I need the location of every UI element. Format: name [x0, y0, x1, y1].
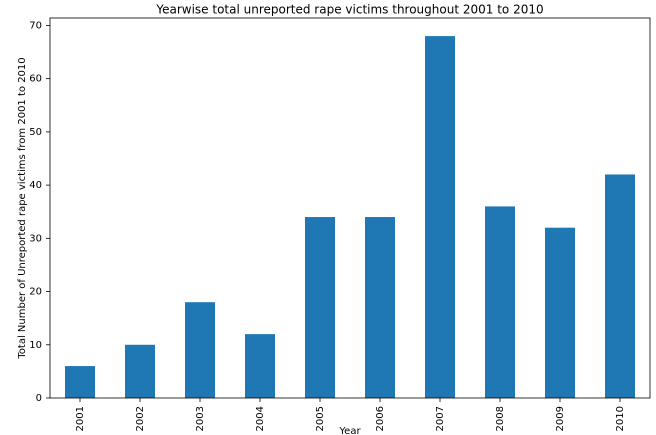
x-tick-label: 2001: [75, 406, 86, 431]
bar: [365, 217, 395, 398]
x-tick-label: 2010: [615, 406, 626, 431]
y-tick-label: 30: [29, 233, 42, 244]
bar: [425, 36, 455, 398]
y-tick-label: 60: [29, 74, 42, 85]
y-axis-label: Total Number of Unreported rape victims …: [17, 57, 28, 359]
x-tick-label: 2007: [435, 406, 446, 431]
x-tick-label: 2008: [495, 406, 506, 431]
y-tick-label: 40: [29, 180, 42, 191]
bar: [65, 366, 95, 398]
chart-title: Yearwise total unreported rape victims t…: [155, 3, 543, 17]
bar: [185, 302, 215, 398]
y-tick-label: 10: [29, 340, 42, 351]
x-tick-label: 2006: [375, 406, 386, 431]
x-tick-label: 2005: [315, 406, 326, 431]
x-tick-label: 2009: [555, 406, 566, 431]
x-tick-label: 2004: [255, 406, 266, 431]
y-tick-label: 0: [36, 393, 42, 404]
x-axis-label: Year: [338, 426, 361, 435]
bar: [125, 344, 155, 398]
bar: [605, 174, 635, 398]
y-tick-label: 20: [29, 287, 42, 298]
y-tick-label: 70: [29, 20, 42, 31]
bar: [305, 217, 335, 398]
bar: [485, 206, 515, 398]
x-tick-label: 2002: [135, 406, 146, 431]
plot-frame: [49, 17, 651, 399]
y-tick-label: 50: [29, 127, 42, 138]
bar: [245, 334, 275, 398]
x-tick-label: 2003: [195, 406, 206, 431]
bar: [545, 227, 575, 398]
